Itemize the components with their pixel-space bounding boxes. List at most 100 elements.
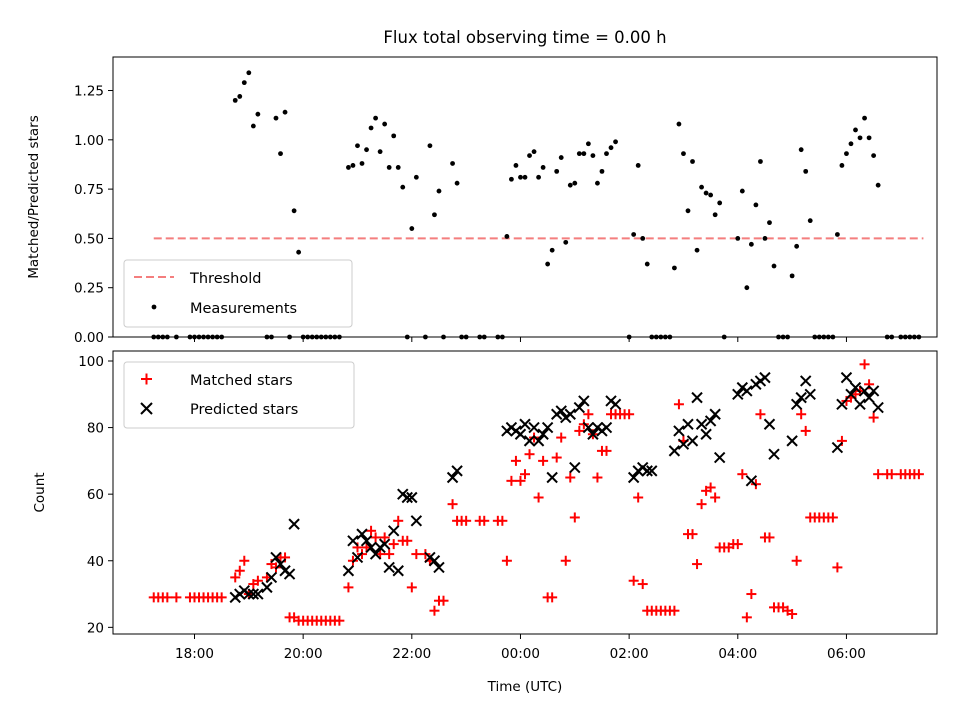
predicted-stars-point bbox=[243, 588, 255, 600]
ratio-y-tick-label: 0.75 bbox=[74, 182, 104, 198]
predicted-stars-point bbox=[709, 408, 721, 420]
measurement-point bbox=[735, 236, 741, 241]
predicted-stars-point bbox=[546, 471, 558, 484]
matched-stars-point bbox=[886, 469, 897, 480]
measurement-point bbox=[364, 147, 369, 153]
matched-stars-point bbox=[384, 549, 395, 560]
measurement-point bbox=[368, 125, 374, 131]
predicted-stars-point bbox=[831, 441, 844, 454]
matched-stars-point bbox=[569, 512, 580, 523]
predicted-stars-point bbox=[854, 398, 866, 410]
predicted-stars-point bbox=[555, 405, 567, 417]
measurement-point bbox=[672, 265, 677, 271]
measurement-point bbox=[590, 153, 596, 158]
count-y-tick-label: 60 bbox=[87, 487, 104, 503]
matched-stars-point bbox=[583, 409, 594, 420]
matched-stars-point bbox=[673, 399, 684, 410]
measurement-point bbox=[653, 334, 659, 340]
measurement-point bbox=[635, 163, 641, 168]
measurement-point bbox=[504, 234, 510, 239]
measurement-point bbox=[477, 334, 483, 340]
predicted-stars-point bbox=[695, 418, 708, 430]
predicted-stars-point bbox=[406, 491, 418, 504]
matched-stars-point bbox=[239, 555, 250, 566]
count-y-tick-label: 100 bbox=[78, 354, 104, 370]
measurement-point bbox=[699, 184, 704, 190]
measurement-point bbox=[273, 115, 279, 121]
matched-stars-point bbox=[692, 559, 703, 570]
predicted-stars-point bbox=[528, 421, 540, 434]
measurement-point bbox=[463, 334, 469, 340]
predicted-stars-point bbox=[365, 541, 377, 554]
predicted-stars-point bbox=[786, 435, 798, 447]
measurement-point bbox=[545, 261, 551, 267]
measurement-point bbox=[685, 208, 691, 214]
predicted-stars-point bbox=[537, 428, 549, 440]
predicted-stars-point bbox=[351, 551, 364, 564]
ratio-plot-area bbox=[151, 70, 924, 340]
measurement-point bbox=[662, 334, 668, 340]
measurement-point bbox=[898, 334, 904, 340]
measurement-point bbox=[432, 212, 437, 218]
matched-stars-point bbox=[873, 469, 884, 480]
measurement-point bbox=[907, 334, 913, 340]
measurement-point bbox=[767, 220, 772, 226]
measurement-point bbox=[581, 151, 587, 157]
predicted-stars-point bbox=[387, 525, 400, 537]
predicted-stars-point bbox=[745, 475, 758, 487]
measurement-point bbox=[821, 334, 827, 340]
predicted-stars-point bbox=[356, 528, 368, 540]
count-y-tick-label: 20 bbox=[87, 620, 104, 636]
predicted-stars-point bbox=[369, 548, 382, 560]
measurement-point bbox=[558, 155, 564, 160]
measurement-point bbox=[794, 243, 800, 249]
predicted-stars-point bbox=[270, 551, 282, 564]
predicted-stars-point bbox=[401, 491, 413, 504]
matched-stars-point bbox=[859, 359, 870, 370]
measurement-point bbox=[599, 168, 605, 174]
predicted-stars-point bbox=[768, 448, 780, 460]
count-panel: 20 40 60 80 100 18:00 20:00 22:00 00:00 02:00 04:… bbox=[32, 350, 938, 695]
measurement-point bbox=[608, 145, 614, 151]
measurement-point bbox=[640, 236, 646, 241]
matched-stars-point bbox=[343, 582, 354, 593]
measurement-point bbox=[576, 151, 582, 157]
measurement-point bbox=[916, 334, 922, 340]
measurement-point bbox=[527, 153, 532, 158]
predicted-stars-point bbox=[799, 375, 812, 387]
predicted-stars-point bbox=[569, 461, 581, 474]
measurement-point bbox=[210, 334, 216, 340]
measurement-point bbox=[807, 218, 813, 224]
predicted-stars-point bbox=[804, 388, 816, 400]
matched-stars-point bbox=[406, 582, 417, 593]
figure-title: Flux total observing time = 0.00 h bbox=[383, 28, 666, 47]
measurement-point bbox=[318, 334, 324, 340]
measurement-point bbox=[192, 334, 197, 340]
measurement-point bbox=[798, 147, 804, 153]
measurement-point bbox=[250, 123, 256, 129]
ratio-legend: Threshold Measurements bbox=[123, 259, 353, 328]
measurement-point bbox=[164, 334, 170, 340]
predicted-stars-point bbox=[247, 588, 260, 600]
measurement-point bbox=[536, 174, 541, 180]
predicted-stars-point bbox=[732, 388, 744, 400]
measurement-point bbox=[237, 94, 243, 99]
measurement-point bbox=[572, 180, 578, 186]
matched-stars-point bbox=[230, 572, 241, 583]
measurement-point bbox=[721, 334, 727, 340]
predicted-stars-point bbox=[519, 418, 531, 430]
ratio-panel-frame bbox=[112, 56, 938, 338]
matched-stars-point bbox=[479, 515, 490, 526]
measurement-point bbox=[264, 334, 270, 340]
count-y-axis-label: Count bbox=[32, 472, 48, 512]
predicted-stars-point bbox=[849, 381, 862, 394]
matched-stars-point bbox=[787, 609, 798, 620]
predicted-stars-point bbox=[836, 398, 848, 410]
legend-matched-swatch bbox=[141, 373, 152, 385]
matched-stars-point bbox=[334, 615, 345, 626]
measurement-point bbox=[386, 165, 392, 170]
measurement-point bbox=[314, 334, 320, 340]
measurement-point bbox=[377, 149, 383, 155]
